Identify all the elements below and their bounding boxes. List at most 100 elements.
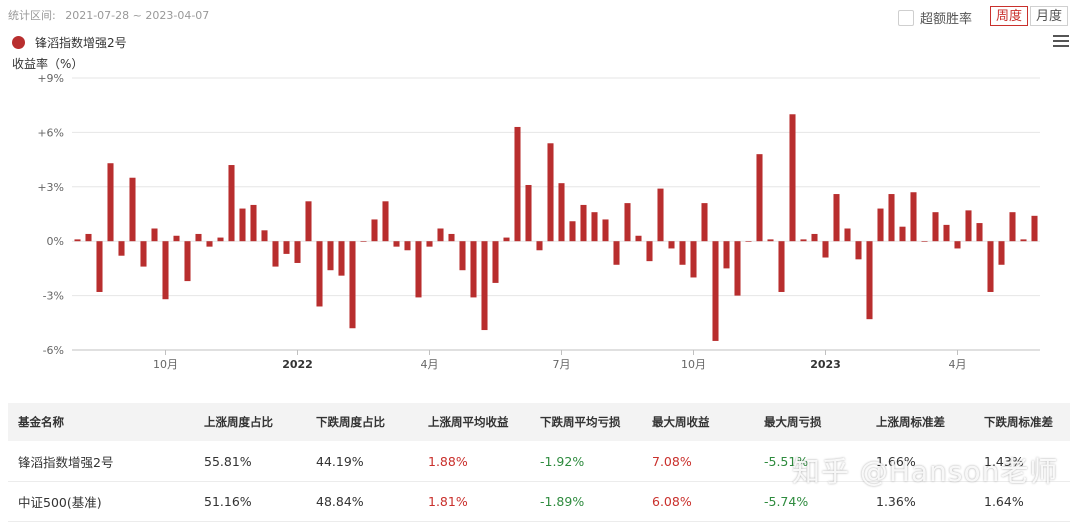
bar[interactable]: [503, 237, 510, 242]
bar[interactable]: [393, 241, 400, 247]
bar[interactable]: [701, 203, 708, 242]
bar[interactable]: [459, 241, 466, 271]
bar[interactable]: [437, 228, 444, 242]
bar[interactable]: [998, 241, 1005, 265]
bar[interactable]: [888, 194, 895, 242]
bar[interactable]: [118, 241, 125, 256]
bar[interactable]: [987, 241, 994, 292]
bar[interactable]: [371, 219, 378, 242]
bar[interactable]: [833, 194, 840, 242]
bar[interactable]: [734, 241, 741, 296]
monthly-button[interactable]: 月度: [1030, 6, 1068, 26]
excess-win-rate-toggle[interactable]: 超额胜率: [898, 8, 972, 27]
bar[interactable]: [228, 165, 235, 242]
bar[interactable]: [426, 241, 433, 247]
bar[interactable]: [1031, 215, 1038, 242]
bar[interactable]: [217, 237, 224, 242]
bar[interactable]: [877, 208, 884, 242]
hamburger-menu-icon[interactable]: [1053, 35, 1069, 49]
bar[interactable]: [558, 183, 565, 242]
bar[interactable]: [470, 241, 477, 298]
bar[interactable]: [294, 241, 301, 263]
fund-name-cell: 中证500(基准): [18, 494, 102, 510]
bar[interactable]: [140, 241, 147, 267]
bar[interactable]: [635, 235, 642, 242]
column-header: 上涨周平均收益: [428, 415, 509, 429]
bar[interactable]: [360, 241, 367, 242]
bar[interactable]: [514, 126, 521, 242]
bar[interactable]: [657, 188, 664, 242]
bar[interactable]: [327, 241, 334, 271]
bar[interactable]: [789, 114, 796, 242]
bar[interactable]: [712, 241, 719, 341]
bar[interactable]: [811, 233, 818, 242]
bar[interactable]: [1020, 239, 1027, 242]
bar[interactable]: [239, 208, 246, 242]
bar[interactable]: [756, 154, 763, 242]
bar[interactable]: [1009, 212, 1016, 242]
bar[interactable]: [943, 224, 950, 242]
bar[interactable]: [129, 177, 136, 242]
bar[interactable]: [404, 241, 411, 251]
bar[interactable]: [745, 241, 752, 242]
bar[interactable]: [932, 212, 939, 242]
bar[interactable]: [162, 241, 169, 300]
bar[interactable]: [778, 241, 785, 292]
bar[interactable]: [151, 228, 158, 242]
weekly-button[interactable]: 周度: [990, 6, 1028, 26]
bar[interactable]: [800, 239, 807, 242]
bar[interactable]: [96, 241, 103, 292]
bar[interactable]: [305, 201, 312, 242]
bar[interactable]: [613, 241, 620, 265]
bar[interactable]: [954, 241, 961, 249]
bar[interactable]: [536, 241, 543, 251]
bar[interactable]: [690, 241, 697, 278]
bar[interactable]: [855, 241, 862, 260]
bar[interactable]: [844, 228, 851, 242]
x-tick-label: 4月: [949, 358, 967, 371]
bar[interactable]: [976, 223, 983, 242]
bar[interactable]: [723, 241, 730, 269]
bar[interactable]: [580, 204, 587, 242]
bar[interactable]: [866, 241, 873, 320]
bar[interactable]: [965, 210, 972, 242]
bar[interactable]: [822, 241, 829, 258]
bar[interactable]: [899, 226, 906, 242]
bar[interactable]: [261, 230, 268, 242]
bar[interactable]: [591, 212, 598, 242]
bar[interactable]: [283, 241, 290, 254]
bar[interactable]: [569, 221, 576, 242]
bar[interactable]: [646, 241, 653, 262]
bar[interactable]: [602, 219, 609, 242]
bar[interactable]: [910, 192, 917, 242]
bar[interactable]: [382, 201, 389, 242]
bar[interactable]: [525, 184, 532, 242]
excess-win-rate-checkbox[interactable]: [898, 9, 914, 26]
bar[interactable]: [206, 241, 213, 247]
chart-legend[interactable]: 锋滔指数增强2号: [12, 34, 127, 51]
bar[interactable]: [272, 241, 279, 267]
bar[interactable]: [74, 239, 81, 242]
bar[interactable]: [481, 241, 488, 331]
bar[interactable]: [250, 204, 257, 242]
bar[interactable]: [316, 241, 323, 307]
bar[interactable]: [624, 203, 631, 242]
bar[interactable]: [195, 233, 202, 242]
bar[interactable]: [349, 241, 356, 329]
bar[interactable]: [679, 241, 686, 265]
date-range-value: 2021-07-28 ~ 2023-04-07: [65, 9, 210, 22]
bar[interactable]: [448, 233, 455, 242]
bar[interactable]: [415, 241, 422, 298]
bar[interactable]: [338, 241, 345, 276]
bar[interactable]: [85, 233, 92, 242]
bar[interactable]: [107, 163, 114, 242]
bar[interactable]: [767, 239, 774, 242]
bar[interactable]: [921, 241, 928, 242]
bar[interactable]: [668, 241, 675, 249]
table-cell: 7.08%: [652, 453, 692, 469]
bar[interactable]: [173, 235, 180, 242]
x-tick-label: 10月: [153, 358, 178, 371]
bar[interactable]: [184, 241, 191, 282]
bar[interactable]: [547, 143, 554, 242]
bar[interactable]: [492, 241, 499, 283]
